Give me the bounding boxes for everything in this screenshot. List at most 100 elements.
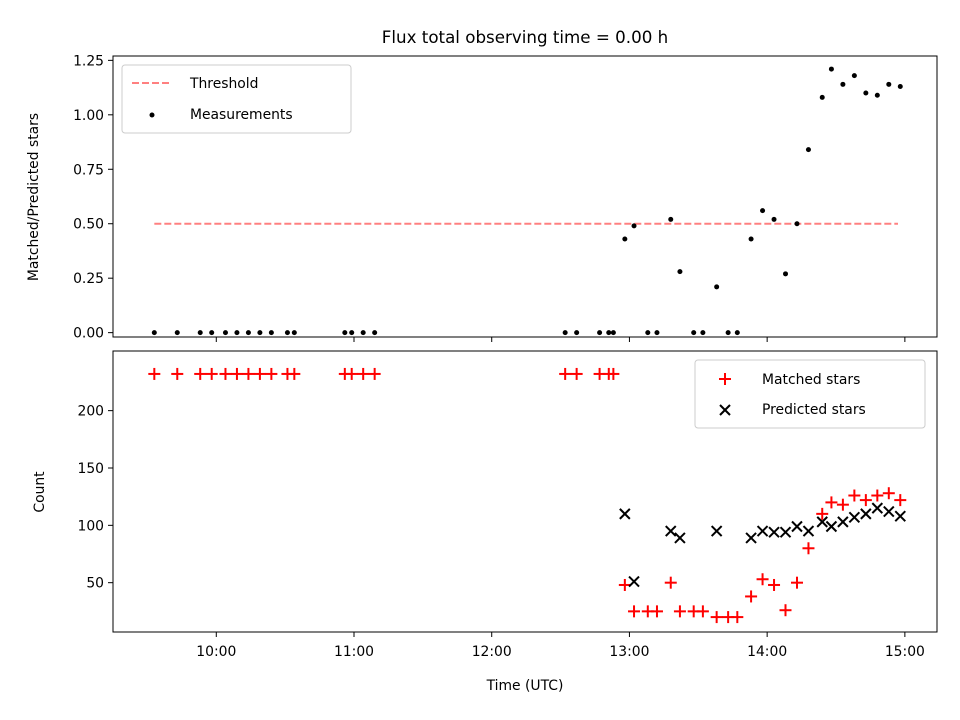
bottom-x-tick-label: 15:00 [885, 644, 925, 660]
matched-star-point [779, 604, 792, 617]
matched-star-point [731, 611, 744, 624]
measurement-point [574, 330, 580, 336]
matched-star-point [559, 367, 572, 380]
measurement-point [886, 81, 892, 87]
predicted-star-mark [710, 525, 723, 537]
matched-star-point [871, 489, 884, 502]
measurement-point [597, 330, 603, 336]
predicted-star-mark [816, 516, 828, 528]
measurement-point [562, 330, 568, 336]
predicted-star-mark [848, 511, 861, 524]
measurement-point [863, 90, 869, 96]
predicted-star-mark [756, 525, 769, 537]
measurement-point [631, 223, 637, 229]
predicted-star-point [802, 525, 815, 537]
top-y-tick-label: 1.00 [73, 108, 104, 124]
measurement-point [760, 208, 766, 214]
matched-legend-swatch [719, 373, 731, 385]
measurement-point [668, 216, 674, 222]
measurement-point [828, 66, 834, 72]
chart-title: Flux total observing time = 0.00 h [382, 27, 668, 47]
matched-star-point [768, 578, 781, 591]
matched-star-point [628, 605, 641, 618]
measurement-point [268, 330, 274, 336]
predicted-stars-points [619, 502, 906, 588]
predicted-star-mark [768, 526, 780, 538]
measurement-points [151, 66, 903, 336]
top-legend-box [121, 64, 352, 134]
measurement-point [622, 236, 628, 242]
measurement-point [794, 221, 800, 227]
measurement-point [222, 330, 228, 336]
predicted-star-point [825, 520, 838, 533]
measurement-point [654, 330, 660, 336]
predicted-star-point [816, 516, 828, 528]
measurement-point [677, 269, 683, 275]
measurement-point [734, 330, 740, 336]
measurement-point [691, 330, 697, 336]
measurement-point [606, 330, 612, 336]
predicted-star-mark [674, 532, 686, 544]
matched-star-point [848, 489, 861, 502]
measurement-point [610, 330, 616, 336]
top-y-axis: 0.00 0.25 0.50 0.75 1.00 1.25 [73, 53, 113, 342]
predicted-star-point [837, 516, 849, 528]
predicted-star-point [768, 526, 780, 538]
predicted-star-point [791, 520, 803, 533]
matched-star-point [618, 578, 631, 591]
measurements-legend-swatch [149, 112, 155, 118]
predicted-star-point [745, 532, 757, 544]
predicted-star-point [883, 505, 895, 518]
matched-star-point [756, 573, 769, 586]
measurements-legend-label: Measurements [190, 107, 293, 123]
matched-legend-label: Matched stars [762, 372, 860, 388]
top-axes-frame [112, 55, 938, 338]
bottom-y-tick-label: 50 [86, 576, 104, 592]
predicted-star-point [628, 575, 640, 588]
matched-stars-points [148, 367, 907, 624]
measurement-point [771, 216, 777, 222]
top-panel: 0.00 0.25 0.50 0.75 1.00 1.25 Matched/Predict… [26, 53, 938, 342]
top-x-axis [215, 337, 906, 342]
matched-star-point [882, 487, 895, 500]
matched-star-point [242, 367, 255, 380]
predicted-star-point [894, 510, 906, 522]
bottom-x-tick-label: 12:00 [472, 644, 512, 660]
predicted-star-mark [883, 505, 895, 518]
measurement-point [805, 147, 811, 153]
bottom-panel: 50 100 150 200 10:00 11:00 12:00 13:00 14:00 15:… [32, 350, 938, 694]
predicted-star-mark [791, 520, 803, 533]
predicted-star-point [665, 525, 677, 537]
predicted-star-point [848, 511, 861, 524]
matched-star-point [570, 367, 583, 380]
matched-star-point [345, 367, 358, 380]
matched-star-point [288, 367, 301, 380]
matched-star-point [171, 367, 184, 380]
top-y-tick-label: 0.75 [73, 162, 104, 178]
top-y-tick-label: 0.25 [73, 271, 104, 287]
predicted-star-point [860, 508, 872, 520]
measurement-point [840, 81, 846, 87]
predicted-star-mark [745, 532, 757, 544]
bottom-y-axis: 50 100 150 200 [77, 404, 113, 592]
predicted-star-point [710, 525, 723, 537]
measurement-point [284, 330, 290, 336]
measurement-point [349, 330, 355, 336]
matched-star-point [802, 542, 815, 555]
matched-star-point [710, 611, 723, 624]
predicted-star-mark [665, 525, 677, 537]
measurement-point [372, 330, 378, 336]
predicted-star-mark [802, 525, 815, 537]
matched-star-point [253, 367, 266, 380]
matched-star-point [230, 367, 243, 380]
bottom-y-tick-label: 150 [77, 461, 104, 477]
measurement-point [819, 94, 825, 100]
measurement-point [234, 330, 240, 336]
measurement-point [874, 92, 880, 98]
bottom-x-axis: 10:00 11:00 12:00 13:00 14:00 15:00 [196, 632, 925, 660]
predicted-star-point [779, 526, 792, 538]
measurement-point [174, 330, 180, 336]
bottom-y-axis-label: Count [32, 471, 48, 513]
predicted-legend-label: Predicted stars [762, 402, 866, 418]
bottom-y-tick-label: 200 [77, 404, 104, 420]
